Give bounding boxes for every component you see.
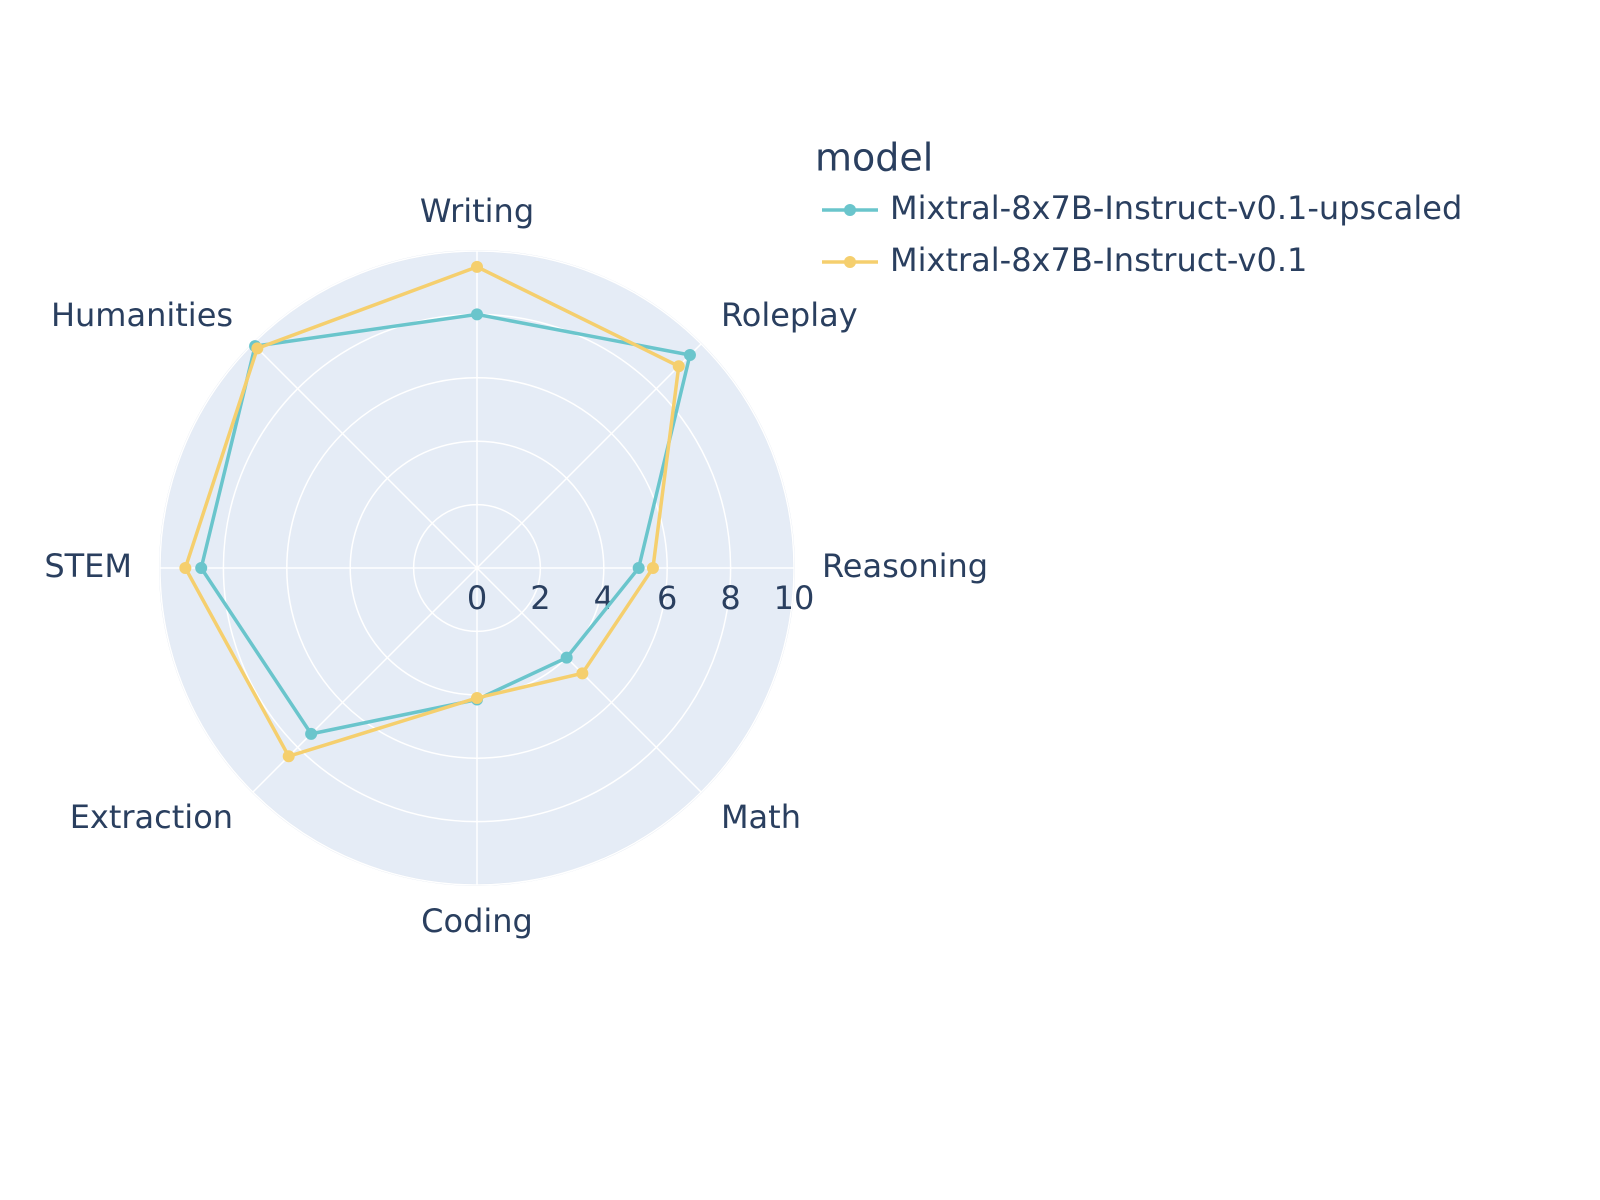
point xyxy=(179,562,192,574)
point xyxy=(683,349,696,362)
angular-label: Writing xyxy=(420,192,534,230)
legend-title: model xyxy=(815,136,933,180)
point xyxy=(471,260,483,273)
r-tick-label: 2 xyxy=(530,579,550,617)
angular-label: Humanities xyxy=(51,296,233,334)
legend-label[interactable]: Mixtral-8x7B-Instruct-v0.1 xyxy=(890,241,1307,279)
r-tick-label: 10 xyxy=(774,579,815,617)
point xyxy=(672,360,685,373)
point xyxy=(646,562,659,574)
r-tick-label: 8 xyxy=(720,579,740,617)
point xyxy=(471,308,483,321)
angular-label: STEM xyxy=(44,547,132,585)
point xyxy=(560,651,573,664)
r-tick-label: 6 xyxy=(657,579,677,617)
spoke xyxy=(476,343,702,569)
point xyxy=(471,691,483,704)
spoke xyxy=(252,343,478,569)
angular-label: Reasoning xyxy=(822,547,988,585)
point xyxy=(195,562,208,574)
angular-label: Extraction xyxy=(70,798,233,836)
legend-marker xyxy=(844,256,856,268)
r-tick-label: 0 xyxy=(467,579,487,617)
point xyxy=(576,667,589,680)
spoke xyxy=(476,567,702,793)
legend-label[interactable]: Mixtral-8x7B-Instruct-v0.1-upscaled xyxy=(890,189,1462,227)
angular-label: Coding xyxy=(421,902,533,940)
point xyxy=(305,727,318,740)
point xyxy=(632,562,645,574)
point xyxy=(282,750,295,763)
angular-label: Math xyxy=(721,798,801,836)
point xyxy=(251,342,264,355)
legend-marker xyxy=(844,204,856,216)
angular-label: Roleplay xyxy=(721,296,858,334)
